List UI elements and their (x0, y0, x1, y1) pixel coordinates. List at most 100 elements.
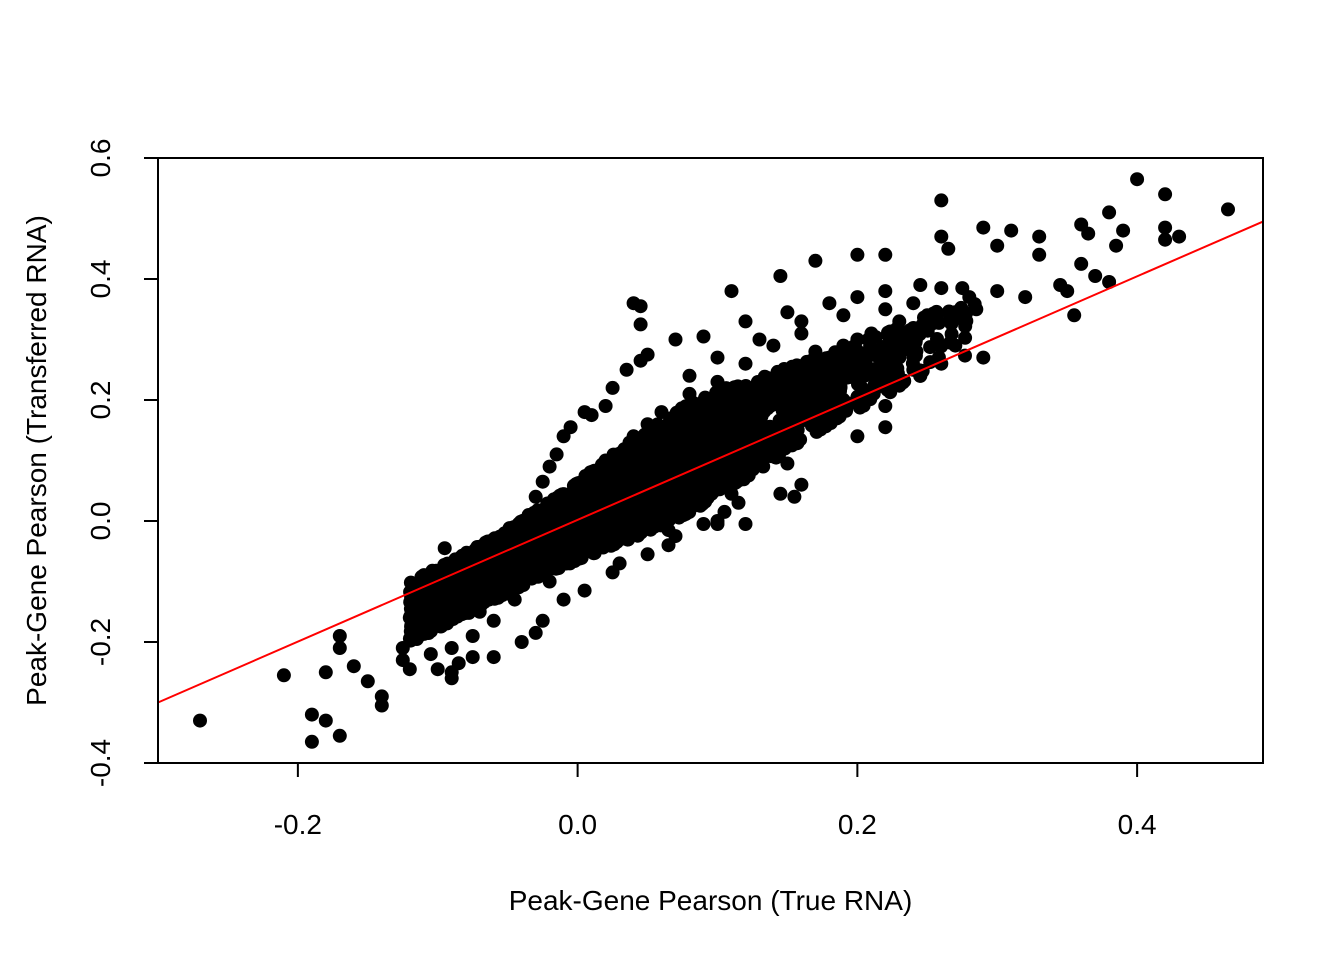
data-point (1067, 308, 1082, 323)
data-point (513, 558, 528, 573)
data-point (675, 402, 689, 417)
y-tick-label: 0.2 (85, 381, 116, 420)
data-point (444, 671, 459, 686)
data-point (742, 399, 757, 414)
data-point (486, 613, 501, 628)
data-point (556, 592, 571, 607)
data-point (669, 454, 683, 469)
x-tick-label: -0.2 (274, 809, 322, 840)
data-point (1102, 275, 1117, 289)
data-point (846, 339, 861, 354)
data-point (586, 512, 601, 527)
data-point (511, 521, 525, 536)
data-point (536, 555, 551, 570)
data-point (552, 488, 567, 503)
data-point (318, 665, 333, 680)
data-point (472, 597, 487, 612)
data-point (540, 533, 555, 548)
data-point (808, 253, 823, 268)
data-point (437, 541, 452, 556)
data-point (486, 650, 501, 665)
data-point (650, 433, 665, 448)
data-point (563, 420, 578, 435)
data-point (876, 351, 891, 366)
data-point (925, 316, 940, 331)
data-point (967, 297, 982, 312)
data-point (634, 525, 648, 540)
data-point (1032, 229, 1047, 244)
data-point (465, 650, 480, 665)
y-tick-label: 0.6 (85, 139, 116, 178)
data-point (752, 457, 767, 472)
data-point (915, 317, 930, 332)
y-tick-label: -0.4 (85, 739, 116, 787)
data-point (694, 493, 709, 507)
data-point (836, 308, 851, 323)
data-point (646, 462, 661, 477)
data-point (710, 350, 725, 365)
data-point (819, 375, 834, 390)
data-point (193, 713, 207, 728)
data-point (304, 707, 319, 722)
data-point (836, 346, 851, 361)
data-point (878, 247, 893, 262)
data-point (696, 394, 710, 409)
data-point (906, 296, 921, 311)
data-point (903, 323, 918, 338)
data-point (1032, 247, 1047, 262)
data-point (934, 193, 949, 208)
data-point (761, 371, 776, 386)
data-point (685, 395, 700, 410)
data-point (839, 359, 854, 373)
data-point (794, 314, 809, 329)
fit-line (157, 220, 1264, 704)
data-point (883, 324, 898, 339)
data-point (780, 305, 795, 320)
data-point (800, 376, 814, 391)
data-point (682, 368, 697, 383)
data-point (465, 629, 480, 643)
data-point (878, 284, 893, 299)
data-point (696, 450, 711, 465)
x-axis-title: Peak-Gene Pearson (True RNA) (509, 885, 913, 916)
data-point (836, 370, 851, 385)
data-point (934, 281, 949, 296)
data-point (885, 367, 900, 382)
data-point (528, 625, 543, 640)
data-point (633, 317, 648, 332)
data-point (500, 527, 515, 542)
data-point (746, 446, 761, 461)
data-point (1158, 187, 1173, 202)
x-axis: -0.2 0.0 0.2 0.4 (274, 762, 1157, 840)
data-point (514, 635, 529, 649)
data-point (640, 347, 655, 362)
data-point (346, 659, 361, 674)
data-point (696, 517, 711, 531)
data-point (374, 689, 389, 704)
data-point (783, 438, 798, 452)
data-point (585, 464, 600, 479)
data-point (990, 238, 1005, 253)
data-point (767, 395, 782, 410)
data-point (332, 728, 347, 743)
data-point (766, 338, 781, 353)
data-point (1060, 284, 1075, 299)
data-point (1004, 223, 1019, 238)
data-point (752, 332, 767, 347)
data-point (1158, 232, 1173, 247)
data-point (432, 617, 447, 632)
y-tick-label: -0.2 (85, 618, 116, 666)
data-point (487, 531, 502, 546)
data-point (615, 475, 630, 490)
data-point (318, 713, 333, 728)
data-point (1221, 202, 1235, 217)
data-point (1116, 223, 1131, 238)
data-point (1018, 290, 1033, 305)
x-tick-label: 0.2 (838, 809, 877, 840)
data-point (576, 476, 591, 490)
data-point (805, 400, 820, 415)
data-point (958, 330, 973, 345)
data-point (738, 517, 753, 531)
data-point (908, 348, 923, 363)
